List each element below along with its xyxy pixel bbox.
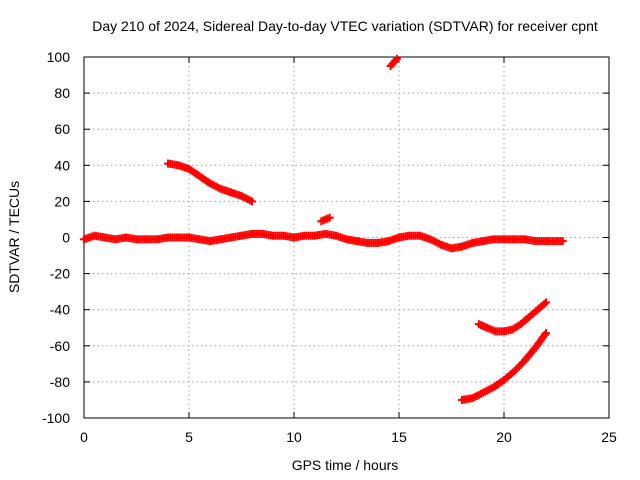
- data-point-trace: [323, 214, 332, 223]
- data-point-trace: [329, 231, 338, 240]
- data-point-trace: [319, 216, 328, 225]
- axes: [83, 56, 610, 419]
- y-axis-label: SDTVAR / TECUs: [6, 181, 22, 293]
- labels: Day 210 of 2024, Sidereal Day-to-day VTE…: [6, 18, 617, 473]
- y-tick-label: 0: [62, 230, 70, 246]
- y-tick-label: -80: [50, 374, 70, 390]
- y-tick-label: -40: [50, 302, 70, 318]
- data-point-trace: [466, 239, 475, 248]
- y-tick-label: -100: [42, 410, 70, 426]
- x-axis-label: GPS time / hours: [292, 457, 399, 473]
- x-tick-label: 25: [601, 429, 617, 445]
- data-point-trace: [424, 234, 433, 243]
- data-point-trace: [382, 237, 391, 246]
- data-point-trace: [340, 234, 349, 243]
- data-point-trace: [235, 191, 244, 200]
- data-point-trace: [518, 359, 526, 368]
- data-point-trace: [528, 346, 537, 355]
- data-point-trace: [455, 242, 464, 251]
- data-point-trace: [245, 196, 254, 205]
- data-point-trace: [466, 394, 475, 403]
- data-point-trace: [540, 330, 549, 339]
- x-tick-label: 5: [185, 429, 193, 445]
- x-tick-label: 0: [80, 429, 88, 445]
- data-point-trace: [556, 237, 565, 246]
- y-tick-label: 100: [47, 49, 71, 65]
- y-tick-label: -20: [50, 266, 70, 282]
- data-point-trace: [506, 326, 515, 335]
- x-tick-label: 20: [496, 429, 512, 445]
- data-point-trace: [481, 322, 490, 331]
- y-tick-label: 40: [54, 157, 70, 173]
- chart-title: Day 210 of 2024, Sidereal Day-to-day VTE…: [92, 18, 598, 34]
- y-tick-label: 20: [54, 193, 70, 209]
- data-point-trace: [172, 160, 181, 169]
- data-point-trace: [540, 299, 549, 308]
- data-point-trace: [476, 389, 485, 398]
- data-point-trace: [391, 56, 400, 65]
- x-tick-label: 15: [391, 429, 407, 445]
- y-tick-label: 60: [54, 121, 70, 137]
- y-tick-label: 80: [54, 85, 70, 101]
- data-point-trace: [392, 234, 401, 243]
- y-tick-label: -60: [50, 338, 70, 354]
- data-markers: [80, 54, 567, 404]
- data-point-trace: [224, 187, 233, 196]
- x-tick-label: 10: [286, 429, 302, 445]
- data-point-trace: [434, 239, 443, 248]
- data-point-trace: [214, 183, 223, 192]
